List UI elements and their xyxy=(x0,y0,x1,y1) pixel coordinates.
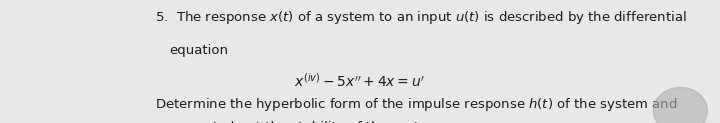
Text: 5.  The response $x(t)$ of a system to an input $u(t)$ is described by the diffe: 5. The response $x(t)$ of a system to an… xyxy=(155,9,686,26)
Text: comment about the stability of the system: comment about the stability of the syste… xyxy=(155,121,440,123)
Ellipse shape xyxy=(654,87,707,123)
Text: equation: equation xyxy=(169,44,228,57)
Text: $x^{(iv)} - 5x'' + 4x = u'$: $x^{(iv)} - 5x'' + 4x = u'$ xyxy=(294,71,426,89)
Text: Determine the hyperbolic form of the impulse response $h(t)$ of the system and: Determine the hyperbolic form of the imp… xyxy=(155,96,677,113)
